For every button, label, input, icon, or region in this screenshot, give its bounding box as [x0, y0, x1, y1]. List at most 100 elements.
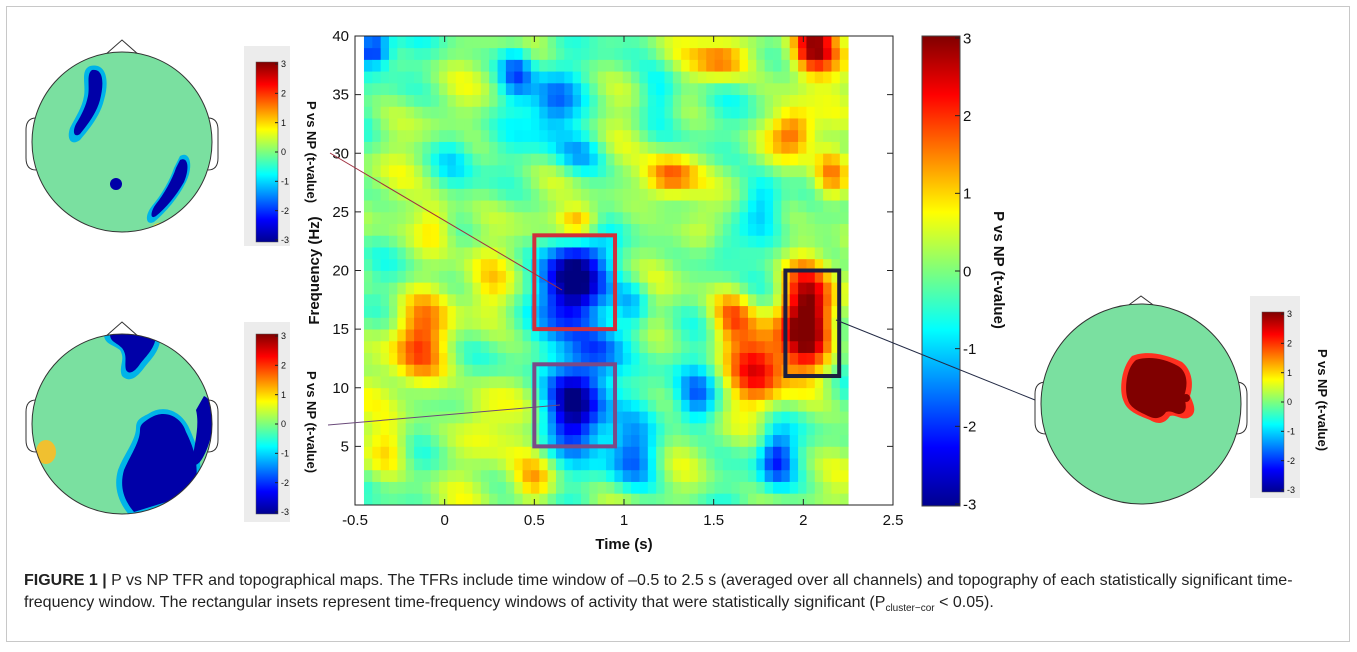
tfr-cell: [756, 258, 766, 271]
tfr-cell: [681, 47, 690, 60]
tfr-cell: [464, 94, 473, 107]
tfr-cell: [572, 106, 582, 119]
tfr-cell: [464, 258, 473, 271]
tfr-cell: [405, 352, 415, 365]
tfr-cell: [422, 176, 432, 189]
tfr-cell: [363, 376, 373, 389]
tfr-cell: [363, 211, 373, 225]
tfr-cell: [781, 235, 791, 248]
tfr-cell: [747, 399, 757, 412]
tfr-cell: [672, 305, 682, 318]
tfr-cell: [480, 329, 490, 342]
tfr-cell: [656, 141, 665, 154]
tfr-cell: [363, 247, 373, 260]
tfr-cell: [706, 282, 715, 295]
colorbar-tick-label: 0: [281, 419, 286, 429]
tfr-cell: [572, 200, 582, 213]
tfr-cell: [455, 71, 465, 84]
tfr-cell: [631, 247, 640, 260]
tfr-cell: [747, 493, 757, 506]
tfr-cell: [656, 352, 665, 365]
tfr-cell: [622, 305, 632, 318]
tfr-cell: [430, 422, 440, 436]
tfr-cell: [472, 164, 482, 178]
tfr-cell: [430, 247, 440, 260]
tfr-cell: [639, 94, 649, 107]
tfr-cell: [706, 82, 715, 96]
tfr-cell: [722, 164, 732, 178]
tfr-cell: [505, 364, 515, 377]
tfr-cell: [823, 94, 832, 107]
tfr-cell: [372, 399, 382, 412]
tfr-cell: [806, 200, 816, 213]
tfr-cell: [656, 94, 665, 107]
tfr-cell: [489, 71, 498, 84]
tfr-cell: [422, 118, 432, 131]
tfr-cell: [606, 364, 615, 377]
tfr-cell: [681, 434, 690, 447]
tfr-cell: [489, 422, 498, 436]
tfr-cell: [706, 469, 715, 482]
tfr-cell: [689, 164, 699, 178]
tfr-cell: [439, 270, 448, 283]
tfr-cell: [455, 446, 465, 459]
tfr-cell: [606, 258, 615, 271]
tfr-cell: [731, 36, 741, 49]
tfr-cell: [363, 364, 373, 377]
tfr-cell: [497, 387, 507, 400]
colorbar-tick-label: 2: [963, 108, 971, 125]
tfr-cell: [589, 493, 599, 506]
tfr-cell: [814, 59, 824, 72]
tfr-cell: [664, 106, 674, 119]
tfr-cell: [489, 188, 498, 201]
tfr-cell: [547, 352, 557, 365]
tfr-cell: [489, 223, 498, 236]
tfr-cell: [405, 106, 415, 119]
tfr-cell: [555, 176, 565, 189]
tfr-cell: [831, 129, 841, 142]
tfr-cell: [572, 364, 582, 377]
tfr-cell: [372, 36, 382, 49]
tfr-cell: [631, 141, 640, 154]
tfr-cell: [405, 376, 415, 389]
tfr-cell: [714, 434, 724, 447]
tfr-cell: [739, 47, 749, 60]
tfr-cell: [814, 200, 824, 213]
tfr-cell: [722, 446, 732, 459]
tfr-cell: [697, 387, 707, 400]
tfr-cell: [656, 317, 665, 330]
tfr-cell: [614, 235, 624, 248]
tfr-cell: [806, 422, 816, 436]
tfr-cell: [480, 118, 490, 131]
tfr-cell: [806, 94, 816, 107]
tfr-cell: [664, 258, 674, 271]
tfr-cell: [606, 59, 615, 72]
tfr-cell: [606, 141, 615, 154]
tfr-cell: [505, 317, 515, 330]
tfr-cell: [639, 387, 649, 400]
tfr-cell: [414, 317, 423, 330]
tfr-cell: [689, 47, 699, 60]
tfr-cell: [455, 270, 465, 283]
tfr-cell: [564, 364, 574, 377]
tfr-cell: [823, 282, 832, 295]
tfr-cell: [363, 434, 373, 447]
tfr-cell: [547, 176, 557, 189]
tfr-cell: [480, 235, 490, 248]
tfr-cell: [589, 94, 599, 107]
tfr-cell: [497, 200, 507, 213]
tfr-cell: [564, 59, 574, 72]
tfr-cell: [505, 469, 515, 482]
tfr-cell: [447, 59, 457, 72]
tfr-cell: [547, 47, 557, 60]
tfr-cell: [422, 422, 432, 436]
tfr-cell: [706, 399, 715, 412]
tfr-cell: [639, 352, 649, 365]
tfr-cell: [589, 422, 599, 436]
tfr-cell: [814, 340, 824, 353]
tfr-cell: [455, 387, 465, 400]
tfr-cell: [664, 164, 674, 178]
tfr-cell: [380, 106, 390, 119]
